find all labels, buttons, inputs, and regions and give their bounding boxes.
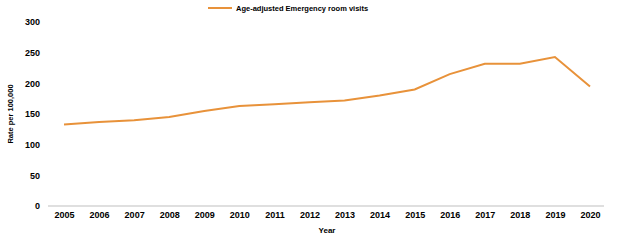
y-tick-label: 150: [25, 109, 40, 119]
x-tick: 2010: [230, 206, 250, 220]
y-tick-label: 0: [35, 201, 40, 211]
x-tick-label: 2012: [300, 210, 320, 220]
x-tick-label: 2011: [265, 210, 285, 220]
x-tick-label: 2008: [160, 210, 180, 220]
x-axis-line: [48, 206, 604, 207]
x-tick-label: 2013: [335, 210, 355, 220]
x-tick: 2016: [440, 206, 460, 220]
x-tick-label: 2020: [580, 210, 600, 220]
x-tick: 2020: [580, 206, 600, 220]
chart: 0501001502002503002005200620072008200920…: [0, 0, 620, 239]
x-tick: 2006: [90, 206, 110, 220]
x-tick: 2013: [335, 206, 355, 220]
x-tick-label: 2017: [475, 210, 495, 220]
x-tick: 2014: [370, 206, 390, 220]
y-tick-label: 300: [25, 17, 40, 27]
x-tick: 2012: [300, 206, 320, 220]
y-tick: 150: [25, 109, 48, 119]
y-tick: 50: [30, 171, 48, 181]
y-axis-line: [48, 23, 49, 207]
legend-swatch: [208, 7, 232, 9]
legend-label: Age-adjusted Emergency room visits: [236, 4, 368, 13]
x-tick-label: 2019: [545, 210, 565, 220]
y-axis-title: Rate per 100,000: [6, 84, 15, 143]
x-tick-label: 2007: [125, 210, 145, 220]
x-axis-title: Year: [319, 226, 336, 235]
y-tick: 300: [25, 17, 48, 27]
y-tick-label: 50: [30, 171, 40, 181]
x-tick: 2009: [195, 206, 215, 220]
y-tick-label: 250: [25, 48, 40, 58]
x-tick-label: 2014: [370, 210, 390, 220]
x-tick-label: 2018: [510, 210, 530, 220]
y-tick-label: 100: [25, 140, 40, 150]
x-tick-label: 2016: [440, 210, 460, 220]
plot-area: [64, 57, 590, 124]
y-tick: 0: [35, 201, 48, 211]
y-tick: 100: [25, 140, 48, 150]
x-tick-label: 2005: [54, 210, 74, 220]
x-tick-label: 2009: [195, 210, 215, 220]
x-axis: 2005 2006 2007 2008 2009 2010 2011 2012 2013 2014…: [48, 206, 604, 220]
x-tick: 2011: [265, 206, 285, 220]
x-tick-label: 2010: [230, 210, 250, 220]
y-tick: 200: [25, 79, 48, 89]
x-tick: 2018: [510, 206, 530, 220]
x-tick-label: 2015: [405, 210, 425, 220]
y-tick-label: 200: [25, 79, 40, 89]
x-tick: 2017: [475, 206, 495, 220]
legend: Age-adjusted Emergency room visits: [208, 4, 368, 13]
x-tick: 2005: [54, 206, 74, 220]
y-tick: 250: [25, 48, 48, 58]
x-tick: 2019: [545, 206, 565, 220]
x-tick-label: 2006: [90, 210, 110, 220]
x-tick: 2007: [125, 206, 145, 220]
x-tick: 2015: [405, 206, 425, 220]
series-line: [64, 57, 590, 124]
x-tick: 2008: [160, 206, 180, 220]
y-axis: 0 50 100 150 200 250 300: [25, 17, 49, 211]
